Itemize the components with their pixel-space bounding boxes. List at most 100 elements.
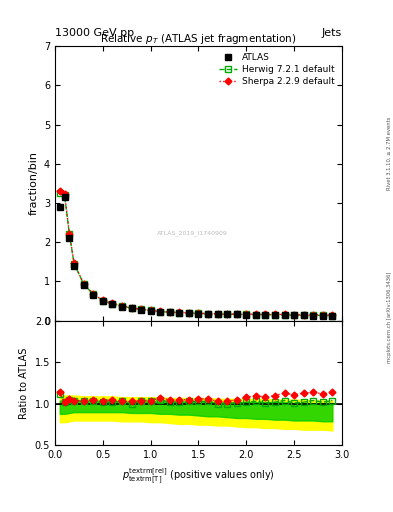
- Text: mcplots.cern.ch [arXiv:1306.3436]: mcplots.cern.ch [arXiv:1306.3436]: [387, 272, 391, 363]
- Sherpa 2.2.9 default: [177, 309, 182, 315]
- Sherpa 2.2.9 default: [101, 297, 105, 303]
- ATLAS: [110, 301, 115, 307]
- ATLAS: [167, 309, 172, 315]
- Sherpa 2.2.9 default: [62, 191, 67, 198]
- Sherpa 2.2.9 default: [292, 311, 296, 317]
- ATLAS: [148, 308, 153, 314]
- Sherpa 2.2.9 default: [253, 311, 258, 317]
- ATLAS: [234, 311, 239, 317]
- Herwig 7.2.1 default: [253, 311, 258, 317]
- Herwig 7.2.1 default: [320, 312, 325, 318]
- Y-axis label: fraction/bin: fraction/bin: [28, 152, 39, 216]
- Sherpa 2.2.9 default: [72, 260, 77, 266]
- Title: Relative $p_{T}$ (ATLAS jet fragmentation): Relative $p_{T}$ (ATLAS jet fragmentatio…: [100, 32, 297, 46]
- ATLAS: [91, 292, 95, 298]
- Herwig 7.2.1 default: [72, 261, 77, 267]
- ATLAS: [301, 312, 306, 318]
- Herwig 7.2.1 default: [139, 306, 143, 312]
- Sherpa 2.2.9 default: [81, 281, 86, 287]
- Sherpa 2.2.9 default: [196, 310, 201, 316]
- ATLAS: [263, 312, 268, 318]
- Line: Sherpa 2.2.9 default: Sherpa 2.2.9 default: [57, 189, 335, 317]
- Herwig 7.2.1 default: [119, 303, 124, 309]
- ATLAS: [330, 313, 335, 319]
- Herwig 7.2.1 default: [101, 297, 105, 304]
- ATLAS: [273, 312, 277, 318]
- Sherpa 2.2.9 default: [187, 310, 191, 316]
- Sherpa 2.2.9 default: [167, 309, 172, 315]
- Herwig 7.2.1 default: [148, 307, 153, 313]
- ATLAS: [139, 307, 143, 313]
- Herwig 7.2.1 default: [91, 291, 95, 297]
- Sherpa 2.2.9 default: [57, 188, 62, 194]
- Herwig 7.2.1 default: [234, 311, 239, 317]
- Herwig 7.2.1 default: [263, 312, 268, 318]
- ATLAS: [72, 263, 77, 269]
- Herwig 7.2.1 default: [110, 301, 115, 307]
- Herwig 7.2.1 default: [62, 192, 67, 198]
- Sherpa 2.2.9 default: [119, 303, 124, 309]
- Sherpa 2.2.9 default: [225, 311, 230, 317]
- Herwig 7.2.1 default: [67, 231, 72, 238]
- Text: Jets: Jets: [321, 28, 342, 38]
- ATLAS: [62, 194, 67, 200]
- ATLAS: [196, 310, 201, 316]
- ATLAS: [158, 309, 163, 315]
- Text: ATLAS_2019_I1740909: ATLAS_2019_I1740909: [157, 230, 228, 236]
- Sherpa 2.2.9 default: [320, 312, 325, 318]
- Herwig 7.2.1 default: [167, 309, 172, 315]
- Line: ATLAS: ATLAS: [57, 195, 335, 318]
- ATLAS: [320, 312, 325, 318]
- Herwig 7.2.1 default: [177, 310, 182, 316]
- Text: 13000 GeV pp: 13000 GeV pp: [55, 28, 134, 38]
- ATLAS: [101, 298, 105, 304]
- Y-axis label: Ratio to ATLAS: Ratio to ATLAS: [19, 347, 29, 419]
- Line: Herwig 7.2.1 default: Herwig 7.2.1 default: [57, 190, 335, 318]
- Herwig 7.2.1 default: [81, 281, 86, 287]
- Sherpa 2.2.9 default: [148, 307, 153, 313]
- Herwig 7.2.1 default: [129, 305, 134, 311]
- ATLAS: [225, 311, 230, 317]
- Herwig 7.2.1 default: [244, 311, 249, 317]
- Herwig 7.2.1 default: [301, 312, 306, 318]
- Sherpa 2.2.9 default: [244, 311, 249, 317]
- Herwig 7.2.1 default: [206, 311, 210, 317]
- Herwig 7.2.1 default: [311, 312, 316, 318]
- ATLAS: [292, 312, 296, 318]
- ATLAS: [187, 310, 191, 316]
- Sherpa 2.2.9 default: [282, 311, 287, 317]
- Sherpa 2.2.9 default: [91, 291, 95, 297]
- Herwig 7.2.1 default: [330, 312, 335, 318]
- ATLAS: [81, 282, 86, 288]
- ATLAS: [215, 311, 220, 317]
- ATLAS: [57, 204, 62, 210]
- Sherpa 2.2.9 default: [139, 306, 143, 312]
- Herwig 7.2.1 default: [158, 309, 163, 315]
- Herwig 7.2.1 default: [282, 312, 287, 318]
- ATLAS: [119, 304, 124, 310]
- ATLAS: [253, 312, 258, 318]
- Sherpa 2.2.9 default: [273, 311, 277, 317]
- Sherpa 2.2.9 default: [129, 305, 134, 311]
- Sherpa 2.2.9 default: [110, 301, 115, 307]
- Herwig 7.2.1 default: [273, 312, 277, 318]
- Sherpa 2.2.9 default: [158, 308, 163, 314]
- Sherpa 2.2.9 default: [311, 312, 316, 318]
- Herwig 7.2.1 default: [225, 311, 230, 317]
- Herwig 7.2.1 default: [215, 311, 220, 317]
- ATLAS: [177, 310, 182, 316]
- Sherpa 2.2.9 default: [215, 311, 220, 317]
- ATLAS: [244, 311, 249, 317]
- Sherpa 2.2.9 default: [301, 312, 306, 318]
- Herwig 7.2.1 default: [292, 312, 296, 318]
- Text: Rivet 3.1.10, ≥ 2.7M events: Rivet 3.1.10, ≥ 2.7M events: [387, 117, 391, 190]
- X-axis label: $p_{\mathrm{textrm[T]}}^{\mathrm{textrm[rel]}}$ (positive values only): $p_{\mathrm{textrm[T]}}^{\mathrm{textrm[…: [122, 466, 275, 486]
- ATLAS: [282, 312, 287, 318]
- ATLAS: [67, 235, 72, 241]
- Legend: ATLAS, Herwig 7.2.1 default, Sherpa 2.2.9 default: ATLAS, Herwig 7.2.1 default, Sherpa 2.2.…: [217, 51, 338, 89]
- ATLAS: [206, 311, 210, 317]
- Herwig 7.2.1 default: [57, 190, 62, 196]
- Sherpa 2.2.9 default: [330, 312, 335, 318]
- Herwig 7.2.1 default: [187, 310, 191, 316]
- Sherpa 2.2.9 default: [234, 311, 239, 317]
